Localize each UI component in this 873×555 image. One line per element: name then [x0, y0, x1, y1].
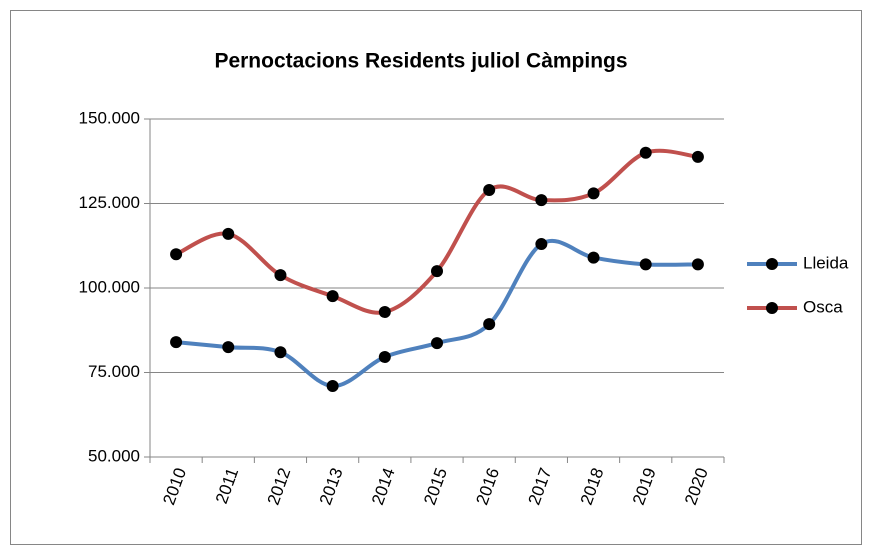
data-point [378, 350, 391, 363]
data-point [274, 269, 287, 282]
legend-label: Osca [803, 297, 843, 316]
y-tick-label: 150.000 [79, 108, 140, 127]
data-point [535, 238, 548, 251]
data-point [535, 194, 548, 207]
data-point [431, 337, 443, 350]
data-point [274, 346, 287, 359]
legend-label: Lleida [803, 253, 849, 272]
data-point [378, 305, 391, 318]
legend-marker [766, 302, 778, 314]
data-point [587, 187, 600, 200]
data-point [170, 248, 183, 261]
data-point [431, 265, 443, 278]
data-point [170, 336, 183, 349]
data-point [326, 290, 339, 303]
data-point [639, 258, 652, 271]
data-point [222, 341, 235, 354]
y-tick-label: 75.000 [88, 362, 140, 381]
data-point [691, 150, 704, 163]
data-point [483, 318, 496, 331]
data-point [222, 227, 235, 240]
chart-border [10, 10, 862, 545]
y-tick-label: 50.000 [88, 446, 140, 465]
data-point [326, 380, 339, 393]
data-point [639, 146, 652, 159]
chart-title: Pernoctacions Residents juliol Càmpings [214, 50, 627, 73]
data-point [691, 258, 704, 271]
legend-marker [766, 258, 778, 270]
data-point [483, 183, 496, 196]
y-tick-label: 100.000 [79, 277, 140, 296]
data-point [587, 251, 600, 264]
y-tick-label: 125.000 [79, 193, 140, 212]
